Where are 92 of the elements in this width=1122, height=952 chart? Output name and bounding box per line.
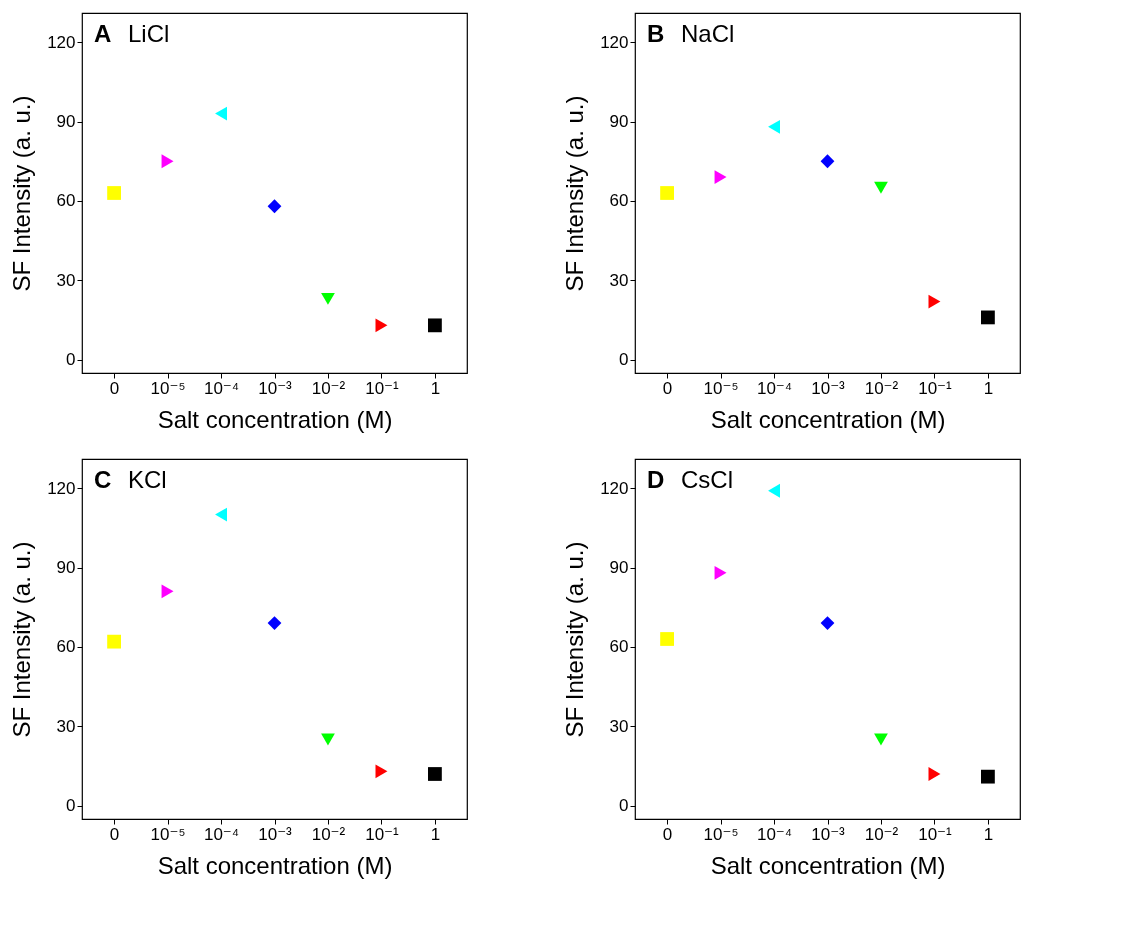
y-tick-label: 120 [47, 32, 76, 52]
y-tick-label: 60 [56, 191, 76, 211]
point [161, 584, 174, 599]
x-tick-label: 0 [662, 824, 673, 844]
y-tick-label: 30 [56, 270, 76, 290]
x-tick-label: 1 [430, 824, 441, 844]
annotation: A [94, 20, 112, 47]
x-tick-label: 10⁻⁴ [203, 824, 240, 844]
x-axis-title: Salt concentration (M) [157, 851, 393, 879]
chart-title: LiCl [128, 20, 170, 47]
x-tick-label: 10⁻¹ [918, 824, 953, 844]
point [928, 294, 941, 309]
point [107, 634, 121, 649]
x-tick-label: 10⁻³ [811, 378, 846, 398]
x-tick-label: 1 [983, 824, 994, 844]
point [660, 632, 674, 646]
y-tick-label: 60 [56, 637, 76, 657]
point [375, 764, 388, 779]
point [928, 767, 941, 781]
x-tick-label: 10⁻¹ [365, 378, 400, 398]
x-axis-title: Salt concentration (M) [710, 405, 946, 433]
chart-title: CsCl [681, 466, 733, 493]
y-tick-label: 120 [47, 478, 76, 498]
point [714, 565, 727, 580]
point [820, 154, 835, 169]
point [161, 154, 174, 169]
x-tick-label: 10⁻³ [811, 824, 846, 844]
y-tick-label: 0 [619, 350, 629, 370]
point [981, 769, 995, 784]
point [768, 483, 780, 498]
point [267, 199, 282, 214]
point [820, 616, 835, 631]
point [215, 106, 227, 121]
x-tick-label: 10⁻² [864, 378, 899, 398]
point [874, 181, 888, 194]
y-tick-label: 0 [619, 796, 629, 816]
annotation: C [94, 466, 112, 493]
x-tick-label: 10⁻⁵ [150, 378, 186, 398]
point [660, 186, 674, 200]
chart-title: KCl [128, 466, 167, 493]
x-tick-label: 0 [109, 824, 120, 844]
y-tick-label: 30 [609, 716, 629, 736]
y-tick-label: 90 [609, 558, 629, 578]
x-tick-label: 10⁻² [311, 824, 346, 844]
point [267, 616, 282, 631]
point [428, 318, 442, 333]
y-tick-label: 90 [56, 112, 76, 132]
y-tick-label: 0 [66, 796, 76, 816]
x-tick-label: 10⁻⁵ [150, 824, 186, 844]
chart-title: NaCl [681, 20, 735, 47]
y-tick-label: 30 [609, 270, 629, 290]
x-tick-label: 10⁻⁴ [756, 378, 793, 398]
point [874, 733, 888, 746]
point [107, 186, 121, 200]
x-axis-title: Salt concentration (M) [710, 851, 946, 879]
point [215, 507, 227, 522]
x-tick-label: 10⁻¹ [365, 824, 400, 844]
y-tick-label: 30 [56, 716, 76, 736]
y-tick-label: 60 [609, 637, 629, 657]
y-tick-label: 90 [609, 112, 629, 132]
x-tick-label: 10⁻² [864, 824, 899, 844]
point [768, 119, 780, 134]
x-tick-label: 10⁻⁵ [703, 378, 739, 398]
point [981, 310, 995, 325]
annotation: B [647, 20, 665, 47]
x-axis-title: Salt concentration (M) [157, 405, 393, 433]
x-tick-label: 10⁻¹ [918, 378, 953, 398]
x-tick-label: 1 [430, 378, 441, 398]
y-tick-label: 90 [56, 558, 76, 578]
y-axis-title: SF Intensity (a. u.) [561, 541, 589, 738]
x-tick-label: 10⁻² [311, 378, 346, 398]
y-axis-title: SF Intensity (a. u.) [8, 95, 36, 292]
point [321, 733, 335, 746]
point [375, 318, 388, 333]
x-tick-label: 10⁻⁴ [756, 824, 793, 844]
y-axis-title: SF Intensity (a. u.) [561, 95, 589, 292]
y-tick-label: 60 [609, 191, 629, 211]
y-tick-label: 120 [600, 478, 629, 498]
y-tick-label: 120 [600, 32, 629, 52]
point [714, 170, 727, 185]
x-tick-label: 0 [662, 378, 673, 398]
y-axis-title: SF Intensity (a. u.) [8, 541, 36, 738]
point [321, 292, 335, 305]
y-tick-label: 0 [66, 350, 76, 370]
annotation: D [647, 466, 665, 493]
x-tick-label: 10⁻³ [258, 378, 293, 398]
point [428, 767, 442, 781]
x-tick-label: 0 [109, 378, 120, 398]
x-tick-label: 10⁻⁵ [703, 824, 739, 844]
x-tick-label: 10⁻⁴ [203, 378, 240, 398]
x-tick-label: 1 [983, 378, 994, 398]
x-tick-label: 10⁻³ [258, 824, 293, 844]
